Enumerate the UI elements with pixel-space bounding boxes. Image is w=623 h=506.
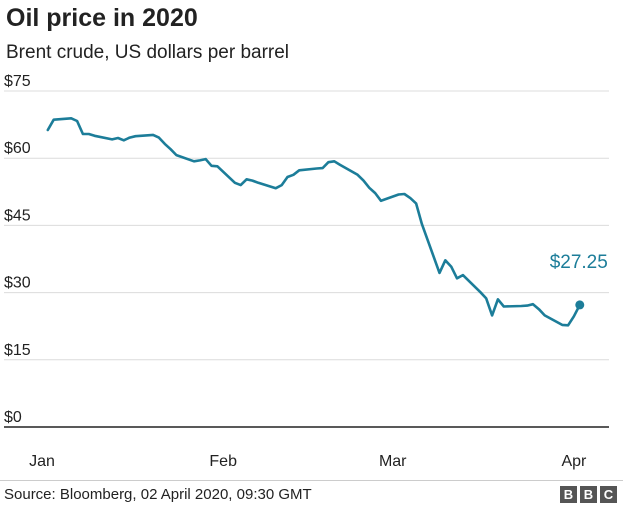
- y-axis-ticks: $0 $15 $30 $45 $60 $75: [4, 73, 31, 426]
- y-tick-label: $45: [4, 207, 31, 224]
- x-tick-label: Mar: [379, 453, 407, 470]
- bbc-logo: B B C: [560, 486, 617, 503]
- x-tick-label: Jan: [29, 453, 55, 470]
- brent-price-line: [46, 117, 582, 327]
- grid-layer: [4, 90, 609, 428]
- x-tick-label: Apr: [561, 453, 587, 470]
- series-layer: $27.25: [46, 117, 608, 327]
- y-tick-label: $0: [4, 409, 22, 426]
- latest-price-point: [575, 300, 585, 310]
- source-note: Source: Bloomberg, 02 April 2020, 09:30 …: [4, 486, 312, 503]
- y-tick-label: $60: [4, 140, 31, 157]
- footer-divider: [0, 480, 623, 481]
- chart-subtitle: Brent crude, US dollars per barrel: [6, 42, 290, 63]
- x-tick-label: Feb: [209, 453, 237, 470]
- y-tick-label: $30: [4, 275, 31, 292]
- oil-price-chart: $0 $15 $30 $45 $60 $75 Jan Feb Mar Apr $27.25: [4, 73, 609, 470]
- bbc-logo-letter: C: [600, 486, 617, 503]
- bbc-logo-letter: B: [580, 486, 597, 503]
- bbc-logo-letter: B: [560, 486, 577, 503]
- latest-price-label: $27.25: [550, 252, 608, 273]
- chart-title: Oil price in 2020: [6, 4, 198, 32]
- y-tick-label: $75: [4, 73, 31, 90]
- x-axis-ticks: Jan Feb Mar Apr: [29, 453, 587, 470]
- y-tick-label: $15: [4, 342, 31, 359]
